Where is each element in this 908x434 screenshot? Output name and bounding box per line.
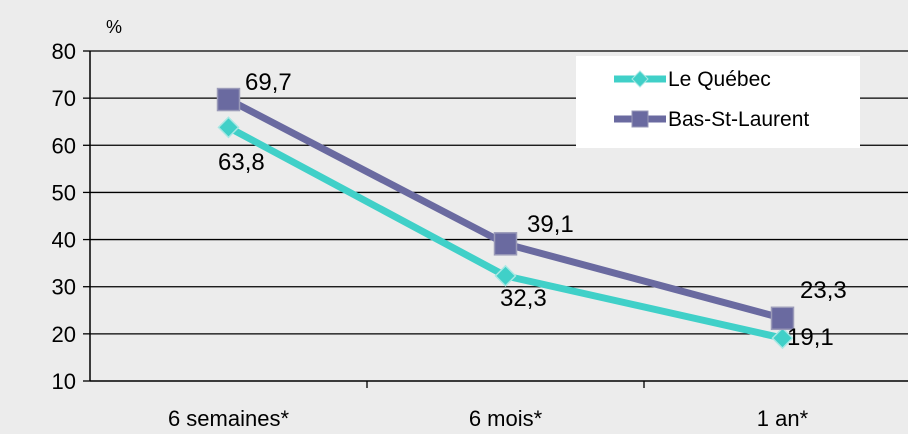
legend-swatch-marker-0 (631, 70, 649, 88)
series-group (216, 87, 795, 350)
data-label-0-1: 32,3 (500, 285, 547, 312)
data-label-1-2: 23,3 (800, 277, 847, 304)
legend-box (576, 56, 860, 148)
y-tick-labels: 10 20 30 40 50 60 70 80 (52, 39, 76, 394)
point-marker-0-2 (771, 327, 794, 350)
legend-label-1: Bas-St-Laurent (668, 108, 809, 131)
x-tick-label-0: 6 semaines* (168, 406, 290, 431)
x-tick-label-1: 6 mois* (469, 406, 543, 431)
data-label-0-0: 63,8 (218, 149, 265, 176)
data-label-1-1: 39,1 (527, 211, 574, 238)
y-tick-label-30: 30 (52, 275, 76, 300)
y-axis-unit-label: % (106, 17, 122, 37)
y-tick-label-80: 80 (52, 39, 76, 64)
point-marker-0-0 (217, 116, 240, 139)
x-tick-labels: 6 semaines* 6 mois* 1 an* (168, 406, 809, 431)
y-tick-label-10: 10 (52, 369, 76, 394)
y-tick-label-60: 60 (52, 133, 76, 158)
point-marker-1-2 (770, 306, 795, 331)
y-tick-label-50: 50 (52, 180, 76, 205)
y-tick-label-70: 70 (52, 86, 76, 111)
legend: Le Québec Bas-St-Laurent (576, 56, 860, 148)
axes (83, 50, 908, 388)
point-marker-1-0 (216, 87, 241, 112)
point-marker-0-1 (494, 264, 517, 287)
point-marker-1-1 (493, 232, 518, 256)
y-tick-label-20: 20 (52, 322, 76, 347)
data-labels: 63,8 32,3 19,1 69,7 39,1 23,3 (218, 69, 847, 351)
x-tick-label-2: 1 an* (757, 406, 809, 431)
y-tick-label-40: 40 (52, 228, 76, 253)
data-label-1-0: 69,7 (245, 69, 292, 96)
data-label-0-2: 19,1 (787, 324, 834, 351)
legend-swatch-marker-1 (631, 110, 649, 128)
legend-label-0: Le Québec (668, 68, 771, 91)
